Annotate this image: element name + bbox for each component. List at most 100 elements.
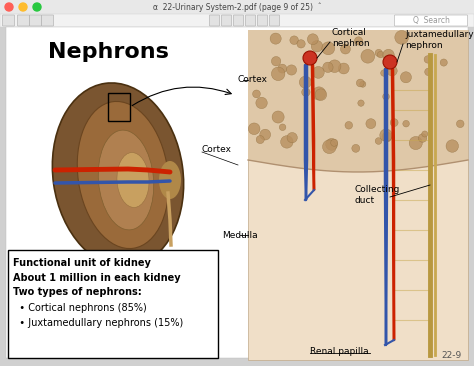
FancyBboxPatch shape — [210, 15, 219, 26]
Circle shape — [272, 111, 284, 123]
Circle shape — [272, 56, 281, 66]
Circle shape — [270, 33, 281, 44]
Circle shape — [375, 49, 383, 57]
Circle shape — [290, 36, 299, 45]
Text: Medulla: Medulla — [222, 231, 258, 239]
Circle shape — [366, 119, 376, 128]
Text: About 1 million in each kidney: About 1 million in each kidney — [13, 273, 181, 283]
Circle shape — [33, 3, 41, 11]
FancyBboxPatch shape — [42, 15, 54, 26]
FancyBboxPatch shape — [234, 15, 244, 26]
Circle shape — [279, 124, 286, 131]
Circle shape — [425, 68, 432, 76]
Circle shape — [409, 137, 422, 150]
Bar — [0, 0, 474, 14]
Text: Nephrons: Nephrons — [47, 42, 168, 62]
Circle shape — [328, 60, 341, 72]
Circle shape — [418, 134, 427, 142]
Circle shape — [248, 123, 260, 135]
Circle shape — [356, 79, 364, 87]
Circle shape — [387, 66, 397, 76]
Circle shape — [322, 42, 335, 55]
FancyBboxPatch shape — [18, 15, 29, 26]
Circle shape — [272, 67, 285, 81]
Bar — [0, 14, 474, 27]
Circle shape — [377, 51, 384, 58]
Ellipse shape — [117, 153, 149, 208]
Text: Q  Search: Q Search — [412, 16, 449, 25]
Circle shape — [390, 119, 398, 127]
Circle shape — [345, 122, 353, 129]
FancyBboxPatch shape — [257, 15, 267, 26]
Circle shape — [424, 56, 431, 63]
Circle shape — [307, 34, 318, 45]
Circle shape — [456, 120, 464, 128]
Text: • Cortical nephrons (85%): • Cortical nephrons (85%) — [13, 303, 147, 313]
FancyBboxPatch shape — [246, 15, 255, 26]
Circle shape — [287, 132, 297, 143]
Circle shape — [301, 88, 310, 96]
FancyBboxPatch shape — [270, 15, 280, 26]
Text: Functional unit of kidney: Functional unit of kidney — [13, 258, 151, 268]
Circle shape — [322, 140, 336, 154]
Ellipse shape — [52, 83, 183, 267]
Circle shape — [260, 129, 271, 140]
Text: Cortical
nephron: Cortical nephron — [332, 28, 370, 48]
Circle shape — [355, 37, 363, 45]
Circle shape — [358, 100, 364, 106]
Ellipse shape — [77, 101, 169, 249]
Circle shape — [303, 51, 317, 65]
Circle shape — [256, 135, 264, 143]
Circle shape — [352, 144, 360, 152]
Circle shape — [383, 55, 397, 69]
Text: Juxtamedullary
nephron: Juxtamedullary nephron — [405, 30, 474, 50]
Circle shape — [299, 76, 311, 88]
Circle shape — [281, 136, 293, 148]
Circle shape — [5, 3, 13, 11]
Circle shape — [331, 139, 338, 146]
Bar — [248, 30, 468, 360]
FancyBboxPatch shape — [221, 15, 231, 26]
Text: Cortex: Cortex — [202, 146, 232, 154]
Circle shape — [256, 97, 267, 109]
Circle shape — [422, 131, 428, 137]
Text: α  22-Urinary System-2.pdf (page 9 of 25)  ˆ: α 22-Urinary System-2.pdf (page 9 of 25)… — [153, 2, 321, 12]
Circle shape — [19, 3, 27, 11]
Circle shape — [382, 132, 392, 142]
Ellipse shape — [159, 161, 181, 199]
Text: Cortex: Cortex — [238, 75, 268, 85]
Circle shape — [340, 44, 350, 54]
Circle shape — [312, 67, 324, 78]
Circle shape — [375, 138, 382, 144]
Circle shape — [383, 93, 390, 100]
Bar — [248, 30, 468, 160]
Ellipse shape — [98, 130, 154, 230]
FancyBboxPatch shape — [2, 15, 15, 26]
Circle shape — [312, 87, 326, 100]
Circle shape — [446, 140, 458, 152]
Bar — [8, 250, 218, 358]
Circle shape — [338, 63, 349, 74]
Circle shape — [297, 40, 305, 48]
FancyBboxPatch shape — [394, 15, 467, 26]
Text: 22-9: 22-9 — [442, 351, 462, 361]
Bar — [108, 93, 130, 121]
Circle shape — [361, 49, 374, 63]
Circle shape — [326, 138, 337, 150]
Circle shape — [315, 89, 327, 101]
Text: Two types of nephrons:: Two types of nephrons: — [13, 287, 142, 297]
Circle shape — [383, 49, 394, 61]
Circle shape — [380, 129, 392, 141]
Circle shape — [311, 41, 323, 52]
Text: • Juxtamedullary nephrons (15%): • Juxtamedullary nephrons (15%) — [13, 318, 183, 328]
Circle shape — [440, 59, 447, 66]
Circle shape — [403, 120, 410, 127]
Circle shape — [395, 30, 409, 44]
Text: Collecting
duct: Collecting duct — [355, 185, 401, 205]
Circle shape — [401, 72, 411, 83]
Circle shape — [381, 70, 387, 76]
Circle shape — [323, 62, 333, 72]
Text: Renal papilla: Renal papilla — [310, 347, 369, 355]
Circle shape — [278, 64, 287, 73]
Circle shape — [360, 81, 366, 87]
